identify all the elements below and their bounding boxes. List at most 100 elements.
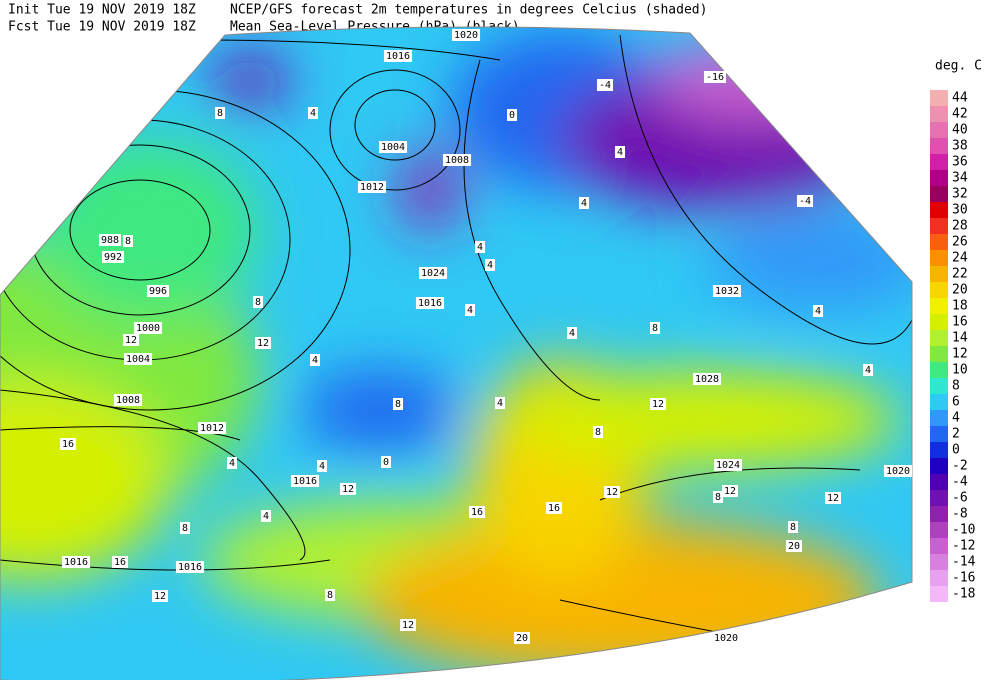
isobar-label-box: [197, 422, 227, 434]
temperature-label-box: [399, 619, 417, 631]
legend-label: 22: [952, 267, 968, 282]
isobar-label-box: [383, 50, 413, 62]
temperature-label-box: [649, 398, 667, 410]
legend-label: 24: [952, 251, 968, 266]
temperature-label: 8: [395, 399, 401, 410]
legend-swatch: [930, 506, 948, 522]
temperature-label: 12: [606, 487, 618, 498]
isobar-label-box: [61, 556, 91, 568]
legend-label: 20: [952, 283, 968, 298]
temperature-label: 4: [263, 511, 269, 522]
temperature-label-box: [812, 305, 824, 317]
temperature-label-box: [392, 398, 404, 410]
temperature-label-box: [307, 107, 319, 119]
legend-swatch: [930, 170, 948, 186]
temperature-label-box: [380, 456, 392, 468]
temperature-label: 4: [319, 461, 325, 472]
isobar-label: 1028: [695, 374, 719, 385]
legend-swatch: [930, 554, 948, 570]
temperature-label: 4: [617, 147, 623, 158]
isobar-label-box: [123, 353, 153, 365]
legend-swatch: [930, 522, 948, 538]
temperature-label-box: [712, 491, 724, 503]
temperature-label: 20: [516, 633, 528, 644]
legend-swatch: [930, 442, 948, 458]
temperature-label: -16: [706, 72, 724, 83]
isobar-label: 992: [104, 252, 122, 263]
isobar-label: 1016: [386, 51, 410, 62]
legend-label: 30: [952, 203, 968, 218]
legend-swatch: [930, 218, 948, 234]
isobar-label: 1000: [136, 323, 160, 334]
temperature-label-box: [513, 632, 531, 644]
legend-swatch: [930, 378, 948, 394]
temperature-label: 12: [724, 486, 736, 497]
temperature-label: 20: [788, 541, 800, 552]
isobar-label-box: [357, 181, 387, 193]
temperature-label: 4: [477, 242, 483, 253]
isobar-label: 1016: [64, 557, 88, 568]
temperature-label-box: [111, 556, 129, 568]
temperature-label-box: [566, 327, 578, 339]
temperature-label-box: [603, 486, 621, 498]
isobar-label: 1016: [418, 298, 442, 309]
legend-swatch: [930, 122, 948, 138]
init-text: Init Tue 19 NOV 2019 18Z: [8, 3, 196, 18]
temperature-label: 16: [62, 439, 74, 450]
temperature-label: 4: [815, 306, 821, 317]
temperature-label-box: [309, 354, 321, 366]
isobar-label-box: [146, 285, 170, 297]
legend-label: 2: [952, 427, 960, 442]
isobar-label-box: [98, 234, 122, 246]
legend-swatch: [930, 106, 948, 122]
temperature-label-box: [484, 259, 496, 271]
legend-label: 16: [952, 315, 968, 330]
legend-label: 18: [952, 299, 968, 314]
legend-swatch: [930, 490, 948, 506]
legend-label: -6: [952, 491, 968, 506]
temperature-label-box: [862, 364, 874, 376]
isobar-label: 988: [101, 235, 119, 246]
isobar-label: 1024: [716, 460, 740, 471]
temperature-label: -4: [799, 196, 811, 207]
isobar-label: 1016: [178, 562, 202, 573]
temperature-label-box: [721, 485, 739, 497]
legend-swatch: [930, 362, 948, 378]
temperature-label: 8: [255, 297, 261, 308]
legend-swatch: [930, 186, 948, 202]
temperature-label: 4: [569, 328, 575, 339]
isobar-label-box: [378, 141, 408, 153]
legend-label: 40: [952, 123, 968, 138]
temperature-label: 4: [865, 365, 871, 376]
temperature-field: [0, 26, 912, 680]
isobar-label-box: [175, 561, 205, 573]
temperature-label-box: [122, 235, 134, 247]
isobar-label: 996: [149, 286, 167, 297]
isobar-label: 1008: [445, 155, 469, 166]
temperature-label: 8: [125, 236, 131, 247]
legend-swatch: [930, 266, 948, 282]
isobar-label: 1020: [886, 466, 910, 477]
temperature-label-box: [226, 457, 238, 469]
isobar-label-box: [101, 251, 125, 263]
temperature-label: 8: [217, 108, 223, 119]
legend-swatch: [930, 298, 948, 314]
legend-label: -18: [952, 587, 975, 602]
isobar-label: 1020: [714, 633, 738, 644]
temperature-label: 4: [487, 260, 493, 271]
legend-label: 6: [952, 395, 960, 410]
temperature-label-box: [494, 397, 506, 409]
legend-label: -12: [952, 539, 975, 554]
temperature-label-box: [785, 540, 803, 552]
legend-swatch: [930, 586, 948, 602]
legend-swatch: [930, 250, 948, 266]
legend-label: 8: [952, 379, 960, 394]
legend-swatch: [930, 154, 948, 170]
temperature-label-box: [596, 79, 614, 91]
temperature-label-box: [578, 197, 590, 209]
temperature-label-box: [324, 589, 336, 601]
temperature-label: 4: [312, 355, 318, 366]
legend-title: deg. C: [935, 59, 982, 74]
legend-label: -8: [952, 507, 968, 522]
legend-swatch: [930, 138, 948, 154]
